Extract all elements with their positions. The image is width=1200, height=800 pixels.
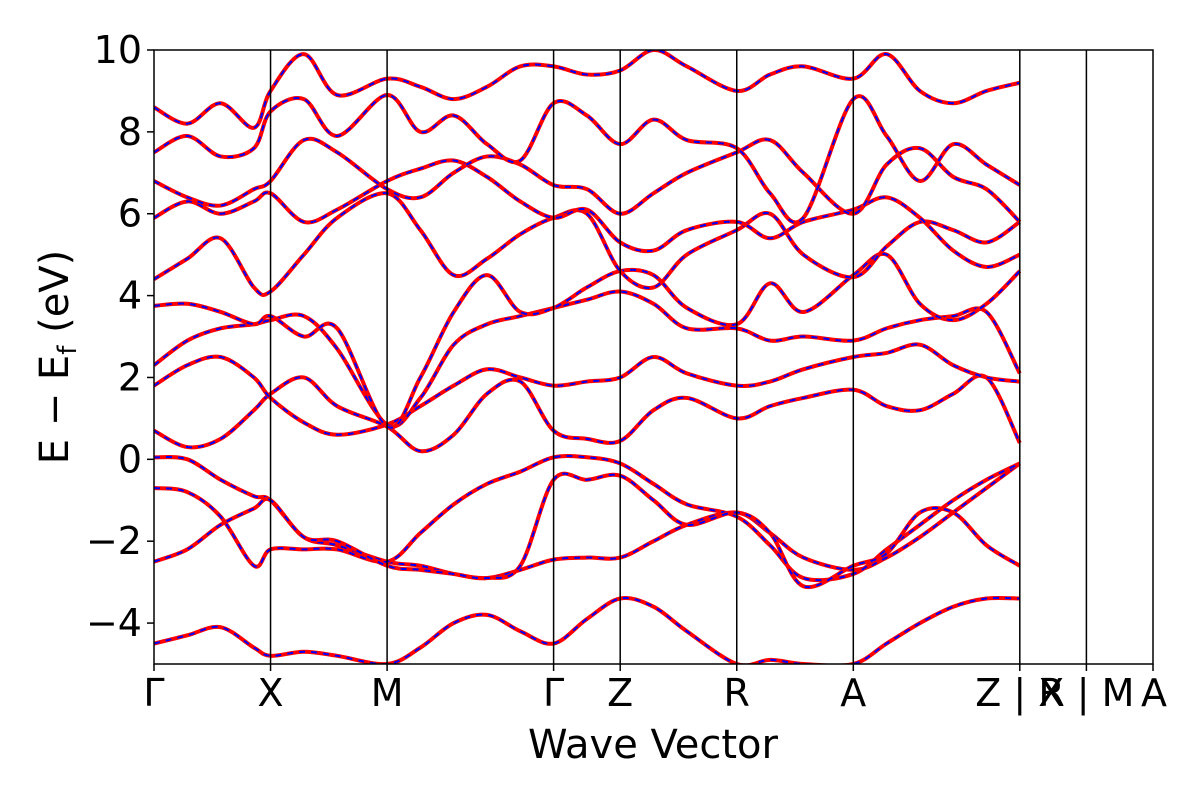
x-axis-label: Wave Vector	[528, 722, 779, 768]
x-tick-label: M	[371, 671, 404, 715]
y-tick-label: 8	[118, 110, 142, 154]
y-tick-label: 2	[118, 355, 142, 399]
y-tick-label: 6	[118, 192, 142, 236]
x-tick-label: A	[840, 671, 866, 715]
x-tick-label: R | M	[1038, 671, 1134, 716]
y-axis-label-main: E − E	[32, 355, 78, 465]
x-tick-label: X	[258, 671, 284, 715]
band-line-11	[154, 93, 1021, 225]
band-dashed-8	[154, 192, 1021, 296]
kpoint-lines-group	[269, 50, 1088, 664]
band-dashed-0	[154, 456, 1021, 580]
band-line-12	[154, 50, 1021, 130]
y-axis-label-unit: (eV)	[32, 250, 78, 346]
y-ticks-group: −4 −2 0 2 4 6 8 10	[86, 28, 154, 645]
y-tick-label: 0	[118, 437, 142, 481]
bands-group	[154, 50, 1022, 664]
x-tick-label: R	[724, 671, 750, 715]
band-dashed-2	[154, 472, 1021, 589]
band-dashed-10	[154, 137, 1021, 223]
x-tick-label: A	[1141, 671, 1167, 715]
y-axis-label: E − Ef (eV)	[32, 250, 83, 465]
band-dashed-4	[154, 374, 1021, 453]
x-tick-label: Z | X	[975, 671, 1064, 716]
band-dashed-9	[154, 159, 1021, 268]
band-line-5	[154, 342, 1021, 437]
band-dashed-5	[154, 343, 1020, 436]
y-tick-label: 4	[118, 274, 142, 318]
plot-frame	[153, 49, 1154, 665]
y-tick-label: 10	[94, 28, 142, 72]
band-line-3	[154, 595, 1020, 664]
band-dashed-1	[154, 454, 1021, 582]
band-line-2	[154, 471, 1021, 590]
x-tick-label: Γ	[143, 671, 164, 715]
band-line-4	[154, 373, 1022, 454]
y-tick-label: −4	[86, 601, 142, 645]
y-axis-label-sub: f	[53, 345, 83, 355]
x-tick-label: Z	[607, 671, 633, 715]
x-tick-label: Γ	[543, 671, 564, 715]
y-tick-label: −2	[86, 519, 142, 563]
